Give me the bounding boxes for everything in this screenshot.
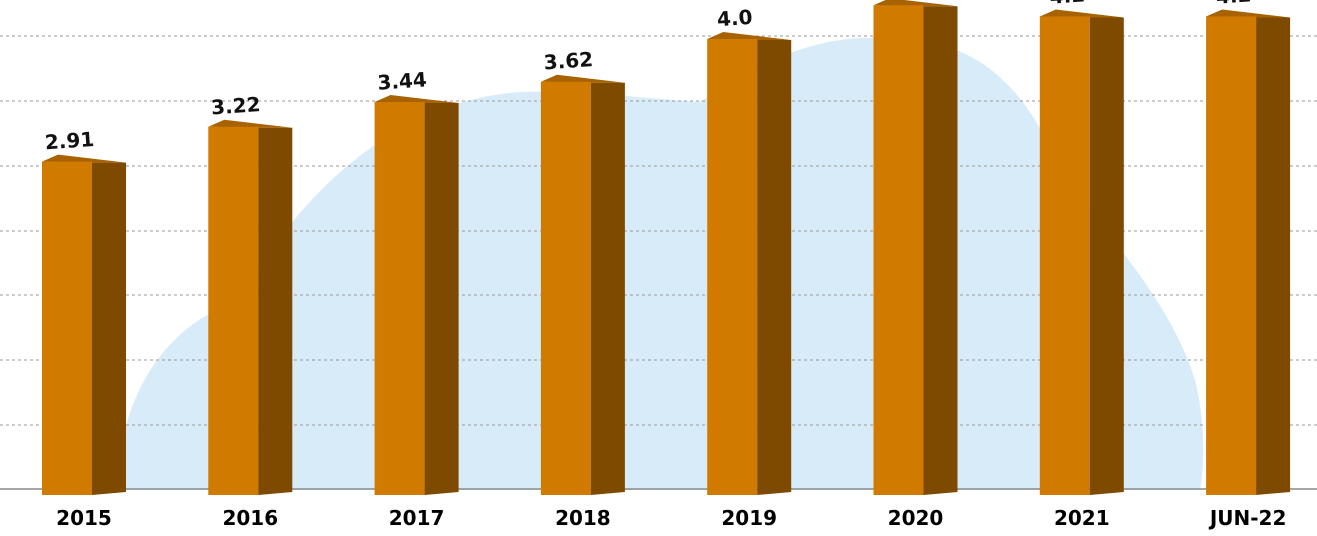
- bar-top-face: [42, 154, 126, 163]
- bar-top-face: [873, 0, 958, 7]
- bar-side-face: [1256, 17, 1291, 495]
- data-label-2016: 3.22: [210, 92, 261, 119]
- bars: [42, 0, 1291, 495]
- x-tick-2019: 2019: [721, 506, 777, 530]
- x-tick-2017: 2017: [389, 506, 445, 530]
- bar-front-face: [707, 39, 758, 495]
- bar-front-face: [1039, 16, 1090, 495]
- x-tick-2015: 2015: [56, 506, 112, 530]
- bar-2020: [873, 0, 958, 495]
- bar-top-face: [374, 95, 459, 103]
- bar-top-face: [1039, 9, 1124, 18]
- x-tick-2020: 2020: [888, 506, 944, 530]
- bar-side-face: [92, 162, 126, 495]
- bar-2019: [707, 32, 792, 495]
- data-label-2017: 3.44: [377, 67, 428, 94]
- bar-2021: [1039, 9, 1124, 495]
- bar-front-face: [42, 161, 92, 495]
- x-tick-2021: 2021: [1054, 506, 1110, 530]
- bar-2018: [540, 74, 625, 495]
- data-label-2015: 2.91: [44, 127, 95, 154]
- bar-side-face: [258, 127, 293, 495]
- bar-front-face: [374, 102, 425, 495]
- bar-top-face: [707, 32, 792, 40]
- bar-side-face: [923, 6, 958, 495]
- bar-top-face: [1206, 9, 1291, 18]
- bar-top-face: [208, 119, 293, 128]
- bar-front-face: [540, 81, 591, 495]
- bar-side-face: [590, 82, 625, 495]
- data-label-JUN-22: 4.2: [1215, 0, 1252, 9]
- x-tick-2016: 2016: [222, 506, 278, 530]
- bar-2017: [374, 95, 459, 495]
- bar-2016: [208, 119, 293, 495]
- bar-front-face: [208, 126, 259, 495]
- x-tick-JUN-22: JUN-22: [1208, 506, 1287, 530]
- bar-side-face: [424, 103, 459, 495]
- bar-2015: [42, 154, 126, 495]
- data-label-2019: 4.0: [716, 5, 753, 31]
- bar-front-face: [1206, 16, 1257, 495]
- data-labels: 2.913.223.443.624.04.34.24.2: [44, 0, 1252, 154]
- x-tick-labels: 2015 2016 2017 2018 2019 2020 2021 JUN-22: [56, 506, 1286, 530]
- bar-side-face: [1089, 17, 1124, 495]
- data-label-2021: 4.2: [1049, 0, 1086, 9]
- x-tick-2018: 2018: [555, 506, 611, 530]
- data-label-2018: 3.62: [543, 47, 594, 74]
- bar-side-face: [757, 40, 792, 495]
- bar-JUN-22: [1206, 9, 1291, 495]
- bar-top-face: [540, 74, 625, 83]
- bar-front-face: [873, 5, 924, 495]
